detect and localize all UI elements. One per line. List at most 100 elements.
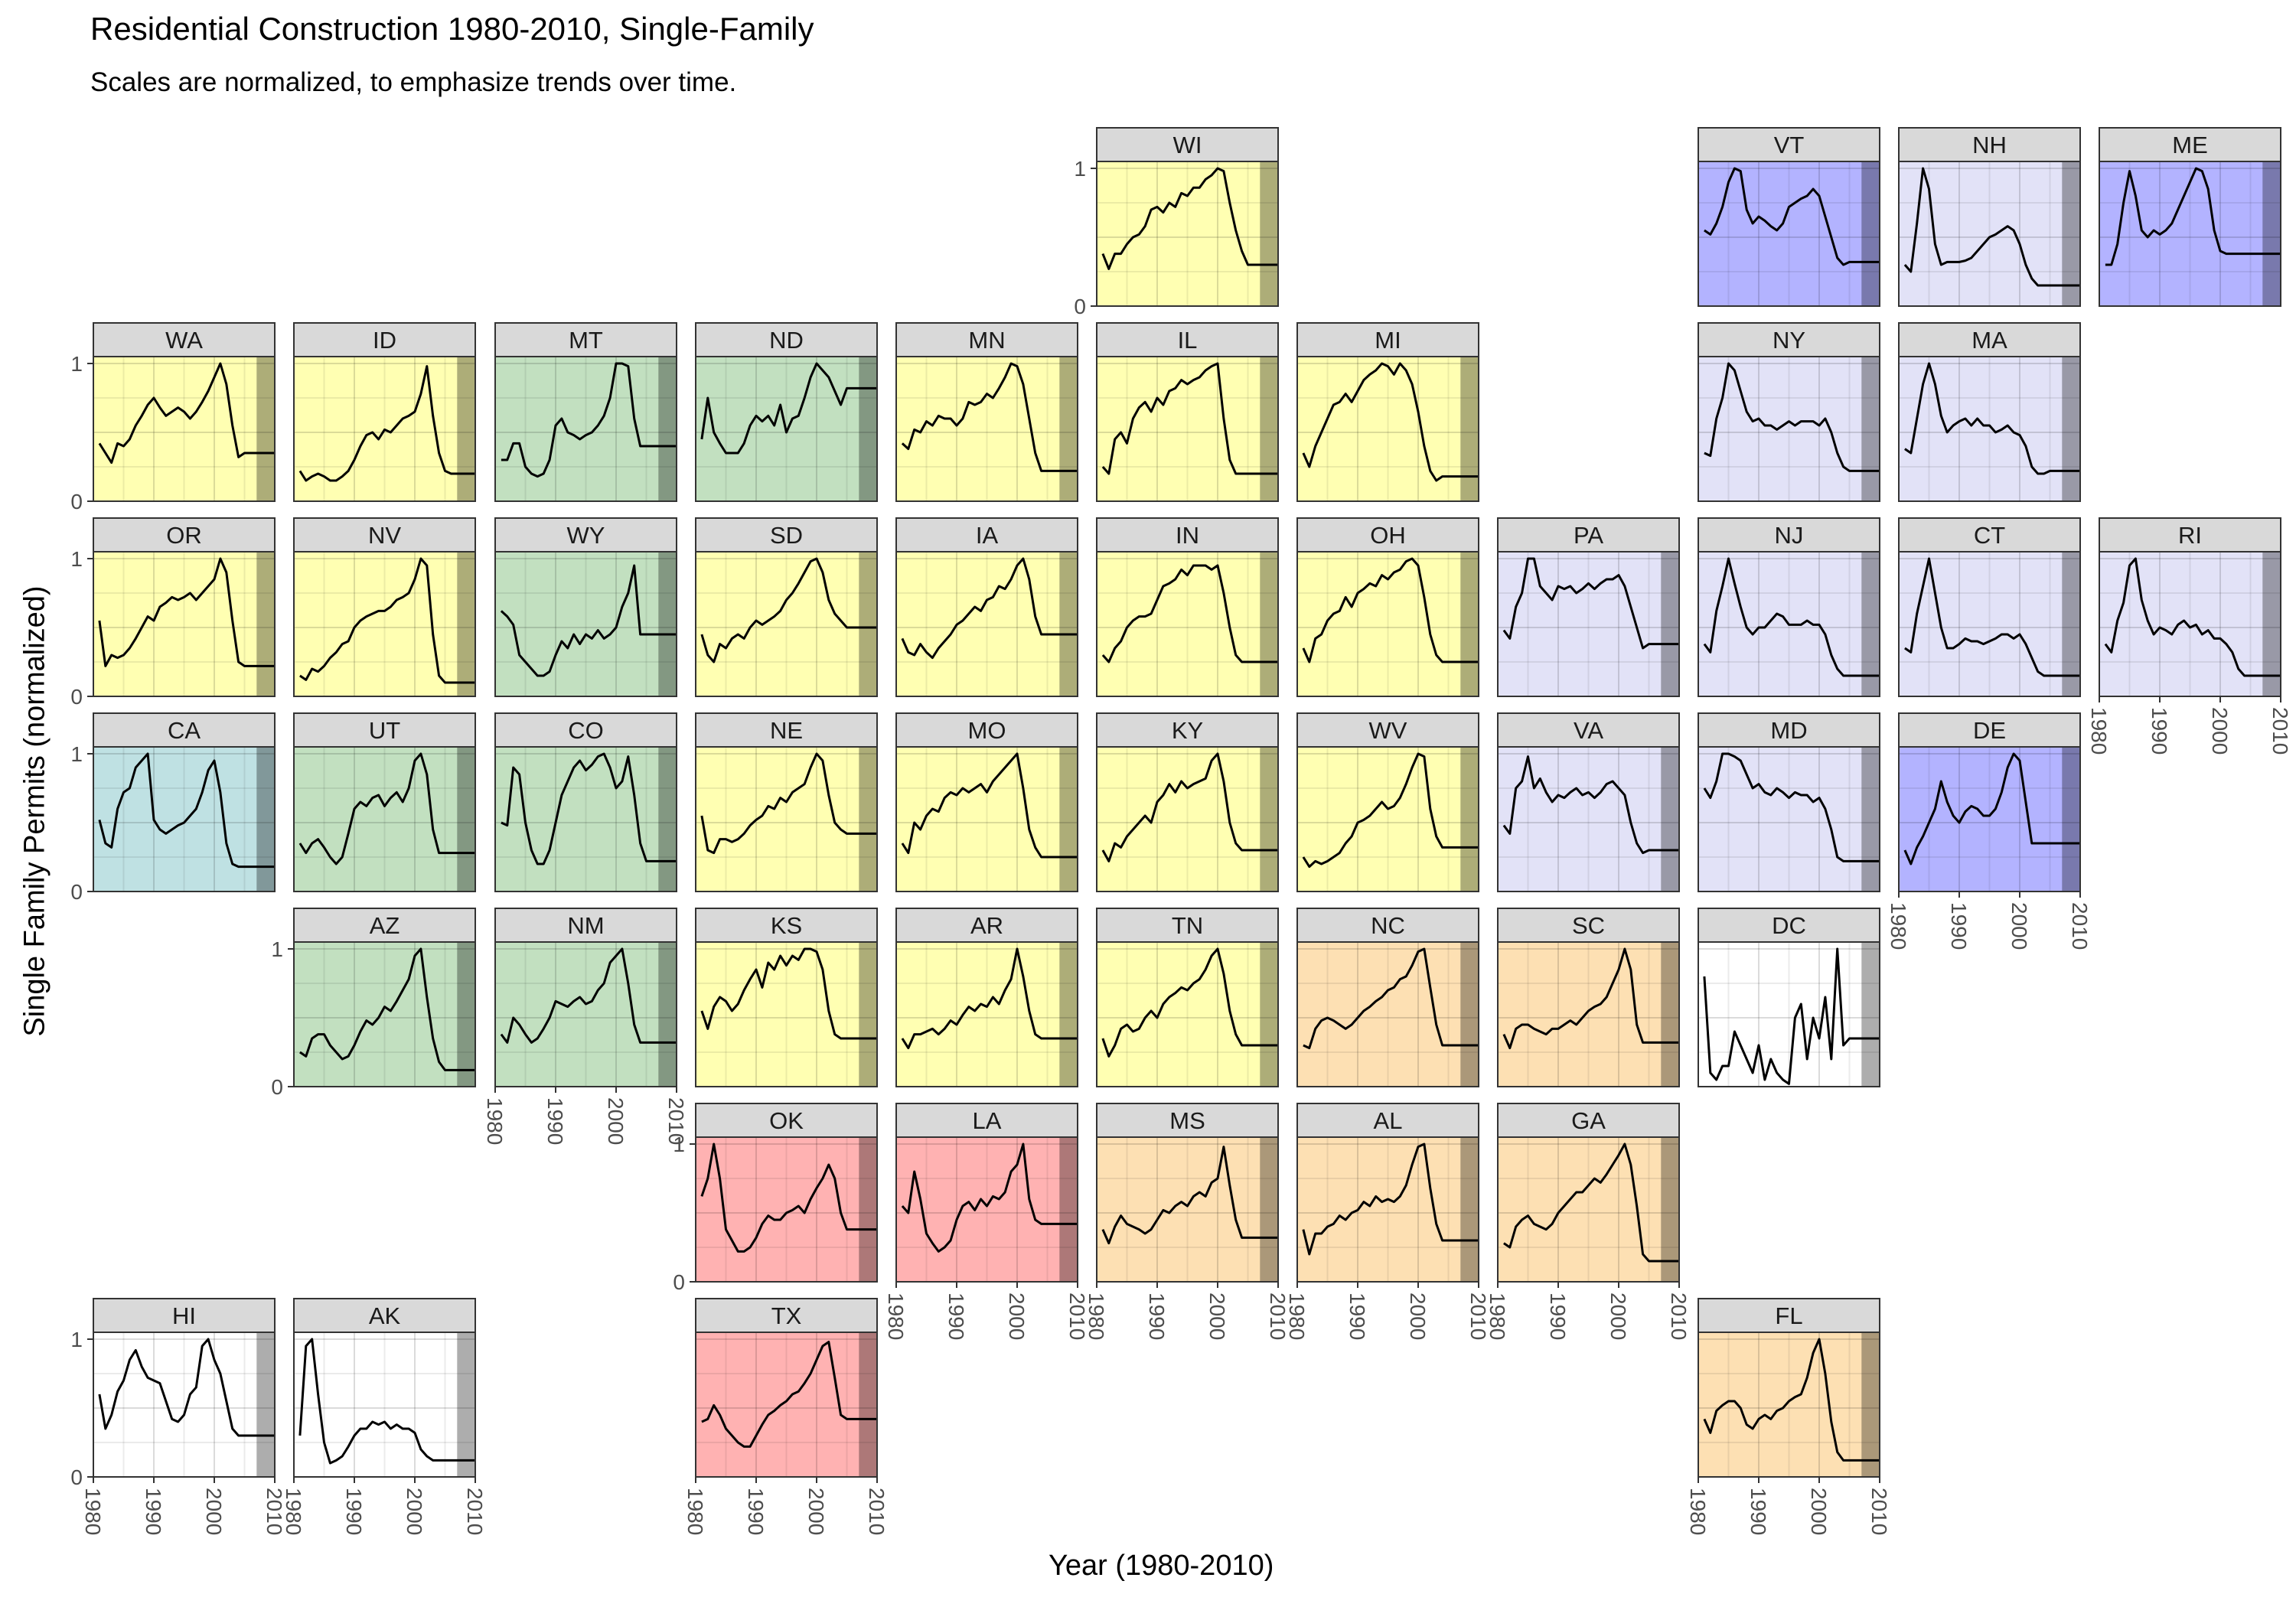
series-line [1101,947,1278,1058]
panel-id: ID [293,322,476,502]
strip-background [293,322,476,357]
plot-background [294,1332,475,1477]
x-tick-label: 2000 [1005,1292,1029,1340]
series-line [500,947,677,1044]
strip-background [1096,712,1279,748]
panel-co: CO [494,712,677,892]
strip-background [1096,322,1279,357]
panel-border [1296,1136,1479,1283]
strip-label: KS [771,912,802,939]
strip-background [2099,127,2281,162]
shaded-period [1260,942,1278,1087]
shaded-period [1460,942,1479,1087]
x-tick-label: 2000 [604,1097,628,1145]
strip-label: WY [567,522,605,549]
panel-wv: WV [1296,712,1479,892]
chart-title: Residential Construction 1980-2010, Sing… [90,11,814,47]
plot-background [294,747,475,892]
y-tick-label: 0 [1074,295,1086,318]
panel-tx: TX 1980 1990 2000 2010 [683,1298,889,1535]
shaded-period [2062,747,2080,892]
panel-border [1698,941,1880,1087]
x-tick-label: 1990 [1145,1292,1169,1340]
series-line [1303,947,1479,1050]
plot-background [1698,1332,1880,1477]
series-line [1704,167,1880,266]
panel-border [293,941,476,1087]
strip-label: MO [968,717,1006,744]
y-tick-label: 0 [70,490,83,513]
panel-border [494,746,677,892]
y-tick-label: 1 [70,352,83,376]
x-tick-label: 2000 [1807,1488,1831,1535]
strip-background [1497,712,1680,748]
y-tick-label: 0 [271,1075,283,1099]
shaded-period [2262,161,2281,306]
plot-background [1297,747,1479,892]
x-tick-label: 2000 [1406,1292,1430,1340]
strip-label: ME [2172,132,2208,158]
panel-border [494,356,677,502]
panel-ny: NY [1698,322,1880,502]
panel-nh: NH [1898,127,2081,307]
panel-wy: WY [494,517,677,697]
panel-border [93,356,276,502]
series-line [1101,752,1278,862]
panel-nm: NM 1980 1990 2000 2010 [483,908,688,1145]
strip-label: TN [1172,912,1203,939]
panel-sc: SC [1497,908,1680,1087]
strip-label: ID [373,327,396,354]
series-line [501,752,677,865]
panel-border [1497,941,1680,1087]
panel-border [1898,161,2081,307]
strip-background [93,1298,276,1333]
x-tick-label: 2010 [1266,1292,1290,1340]
panel-border [1096,1136,1279,1283]
strip-label: CO [568,717,604,744]
series-line [1904,557,2080,677]
series-line [901,947,1078,1050]
plot-background [1097,942,1278,1087]
strip-label: NC [1371,912,1405,939]
strip-background [1898,322,2081,357]
x-tick-label: 1980 [1887,902,1910,950]
strip-label: NE [770,717,803,744]
panel-in: IN [1096,517,1279,697]
panel-me: ME [2099,127,2281,307]
shaded-period [1059,357,1078,501]
strip-label: NV [368,522,401,549]
plot-background [2099,161,2281,306]
shaded-period [2262,552,2281,696]
panel-border [895,551,1078,697]
plot-background [1698,747,1880,892]
plot-background [896,942,1078,1087]
panel-ne: NE [695,712,878,892]
strip-label: VT [1774,132,1805,158]
x-tick-label: 1990 [1947,902,1971,950]
plot-background [2099,552,2281,696]
panel-de: DE 1980 1990 2000 2010 [1887,712,2092,950]
plot-background [93,1332,275,1477]
series-line [700,1143,877,1253]
panel-border [93,1332,276,1478]
shaded-period [457,1332,475,1477]
strip-label: OK [769,1107,804,1134]
strip-label: WV [1369,717,1407,744]
series-line [700,557,877,663]
series-line [299,557,475,684]
strip-background [1898,712,2081,748]
strip-background [1296,908,1479,943]
strip-label: IL [1178,327,1198,354]
panel-tn: TN [1096,908,1279,1087]
strip-background [494,322,677,357]
x-tick-label: 2010 [865,1488,889,1535]
panel-nj: NJ [1698,517,1880,697]
series-line [1302,557,1479,663]
x-tick-label: 1980 [1686,1488,1710,1535]
panel-border [1698,1332,1880,1478]
shaded-period [1260,747,1278,892]
x-tick-label: 2010 [1667,1292,1691,1340]
series-line [1302,362,1479,482]
panel-border [1898,356,2081,502]
